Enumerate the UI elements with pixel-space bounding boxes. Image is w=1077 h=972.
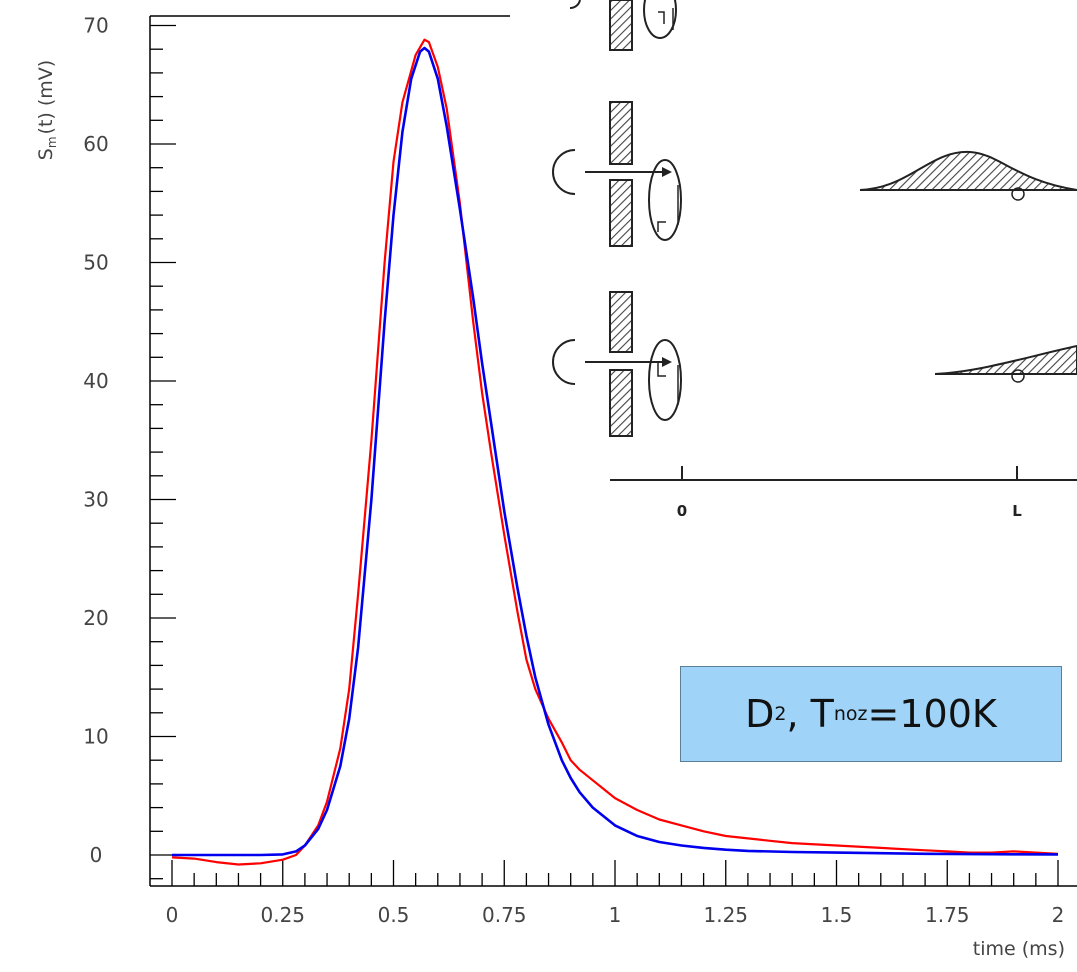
y-axis-title: Sm(t) (mV)	[35, 60, 59, 160]
inset-row-1	[569, 0, 677, 51]
annotation-sep: , T	[786, 692, 834, 736]
y-tick-label: 0	[90, 843, 103, 867]
x-tick-label: 0.75	[482, 903, 527, 927]
measured-signal-line	[171, 38, 1059, 866]
x-tick-label: 2	[1052, 903, 1065, 927]
x-axis-title: time (ms)	[973, 938, 1065, 960]
inset-row-2	[552, 101, 1077, 247]
x-axis-ticks: 0 0.25 0.5 0.75 1 1.25 1.5 1.75 2	[166, 860, 1065, 927]
y-tick-label: 70	[83, 14, 108, 38]
x-tick-label: 1.5	[821, 903, 853, 927]
inset-tick-0: 0	[677, 502, 687, 520]
annotation-d: D	[745, 692, 775, 736]
y-tick-label: 10	[83, 725, 108, 749]
series-layer	[171, 38, 1059, 866]
y-tick-label: 60	[83, 132, 108, 156]
fit-curve-line	[172, 46, 1059, 857]
x-tick-label: 0	[166, 903, 179, 927]
x-tick-label: 1.25	[703, 903, 748, 927]
y-tick-label: 20	[83, 606, 108, 630]
x-tick-label: 0.5	[378, 903, 410, 927]
annotation-d-sub: 2	[774, 703, 787, 725]
inset-axis: 0 L	[610, 466, 1077, 520]
y-tick-label: 30	[83, 488, 108, 512]
inset-tick-l: L	[1012, 502, 1022, 520]
y-tick-label: 40	[83, 369, 108, 393]
inset-row-3	[552, 291, 1077, 437]
y-tick-label: 50	[83, 251, 108, 275]
annotation-t-sub: noz	[833, 703, 868, 725]
x-tick-label: 1.75	[925, 903, 970, 927]
x-tick-label: 0.25	[260, 903, 305, 927]
inset-schematic: 0 L	[510, 0, 1077, 520]
y-axis-ticks: 0 10 20 30 40 50 60 70	[83, 14, 176, 880]
annotation-rest: =100K	[867, 692, 997, 736]
x-tick-label: 1	[609, 903, 622, 927]
